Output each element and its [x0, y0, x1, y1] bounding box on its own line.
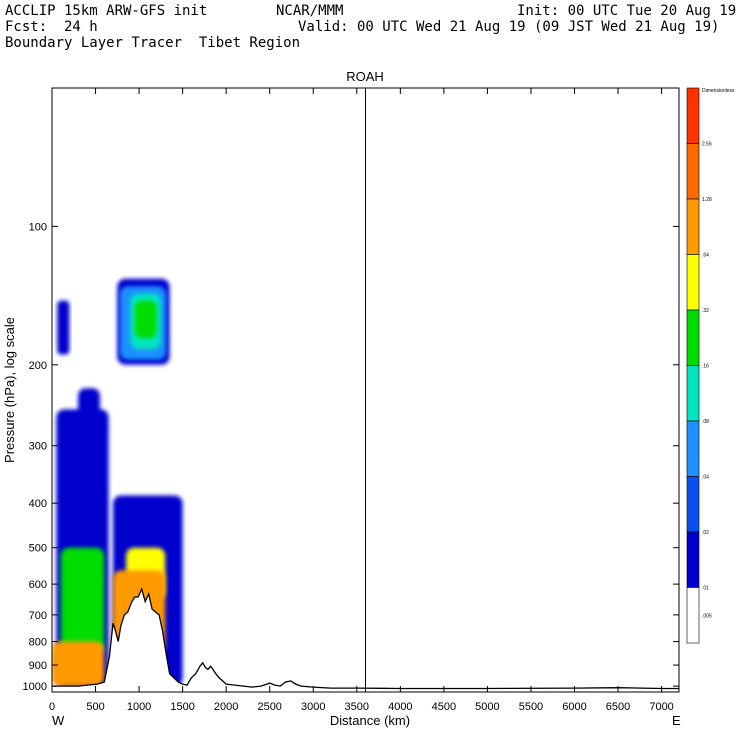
y-tick-label: 600	[29, 579, 47, 591]
y-tick-label: 100	[29, 221, 47, 233]
y-axis-ticks: 100 200 300 400 500 600 700 800 900 1000	[23, 221, 679, 693]
colorbar-level-label: .08	[702, 419, 709, 425]
x-tick-label: 7000	[649, 701, 673, 713]
x-axis-ticks: 0 500 1000 1500 2000 2500 3000 3500 4000 4500 5000…	[49, 88, 674, 713]
header-product: Boundary Layer Tracer Tibet Region	[5, 35, 301, 51]
terrain-mask	[52, 589, 679, 692]
header-model: ACCLIP 15km ARW-GFS init	[5, 3, 208, 19]
colorbar-level-label: .32	[702, 308, 709, 314]
y-tick-label: 200	[29, 360, 47, 372]
colorbar-swatch	[686, 198, 700, 255]
x-tick-label: 0	[49, 701, 55, 713]
plot-frame	[51, 87, 680, 693]
x-tick-label: 6500	[606, 701, 630, 713]
tracer-region-2	[78, 388, 100, 465]
colorbar-swatch	[686, 254, 700, 311]
colorbar-swatch	[686, 420, 700, 477]
colorbar: Dimensionless 2.56 1.28 .64 .32 .16 .08 .04 .02.…	[686, 87, 735, 644]
colorbar-swatch	[686, 87, 700, 144]
colorbar-title: Dimensionless	[702, 88, 735, 94]
x-tick-label: 3000	[301, 701, 325, 713]
tracer-region-7	[134, 300, 157, 339]
colorbar-level-label: .16	[702, 364, 709, 370]
x-tick-label: 5000	[475, 701, 499, 713]
x-end-label: E	[672, 713, 681, 728]
colorbar-swatch	[686, 309, 700, 366]
y-tick-label: 500	[29, 543, 47, 555]
tracer-regions	[52, 278, 679, 692]
colorbar-level-label: .005	[702, 613, 712, 619]
colorbar-level-label: .01	[702, 586, 709, 592]
header-init: Init: 00 UTC Tue 20 Aug 19	[517, 3, 737, 19]
colorbar-swatch	[686, 476, 700, 533]
x-tick-label: 500	[86, 701, 104, 713]
header-center: NCAR/MMM	[276, 3, 344, 19]
terrain-line	[52, 587, 679, 690]
y-tick-label: 300	[29, 441, 47, 453]
x-tick-label: 4500	[432, 701, 456, 713]
colorbar-swatch	[686, 531, 700, 588]
colorbar-level-label: 2.56	[702, 142, 712, 148]
header-valid: Valid: 00 UTC Wed 21 Aug 19 (09 JST Wed …	[298, 19, 720, 35]
x-axis-label: Distance (km)	[330, 713, 410, 728]
y-tick-label: 700	[29, 610, 47, 622]
x-tick-label: 1500	[170, 701, 194, 713]
y-tick-label: 400	[29, 498, 47, 510]
colorbar-level-label: .02	[702, 530, 709, 536]
x-tick-label: 2500	[257, 701, 281, 713]
colorbar-level-label: 1.28	[702, 197, 712, 203]
tracer-region-8	[60, 547, 105, 654]
y-tick-label: 1000	[23, 681, 47, 693]
tracer-region-10	[52, 641, 105, 687]
colorbar-level-label: .04	[702, 475, 709, 481]
header-fcst: Fcst: 24 h	[5, 19, 98, 35]
y-tick-label: 800	[29, 637, 47, 649]
x-start-label: W	[52, 713, 65, 728]
x-tick-label: 1000	[127, 701, 151, 713]
y-tick-label: 900	[29, 660, 47, 672]
colorbar-level-label: .64	[702, 253, 709, 259]
x-tick-label: 2000	[214, 701, 238, 713]
colorbar-swatch	[686, 587, 700, 644]
x-tick-label: 6000	[562, 701, 586, 713]
tracer-region-1	[57, 300, 70, 355]
x-tick-label: 3500	[345, 701, 369, 713]
colorbar-swatch	[686, 143, 700, 200]
x-tick-label: 4000	[388, 701, 412, 713]
chart-title: ROAH	[346, 69, 384, 84]
y-axis-label: Pressure (hPa), log scale	[2, 317, 17, 463]
colorbar-swatch	[686, 365, 700, 422]
x-tick-label: 5500	[519, 701, 543, 713]
